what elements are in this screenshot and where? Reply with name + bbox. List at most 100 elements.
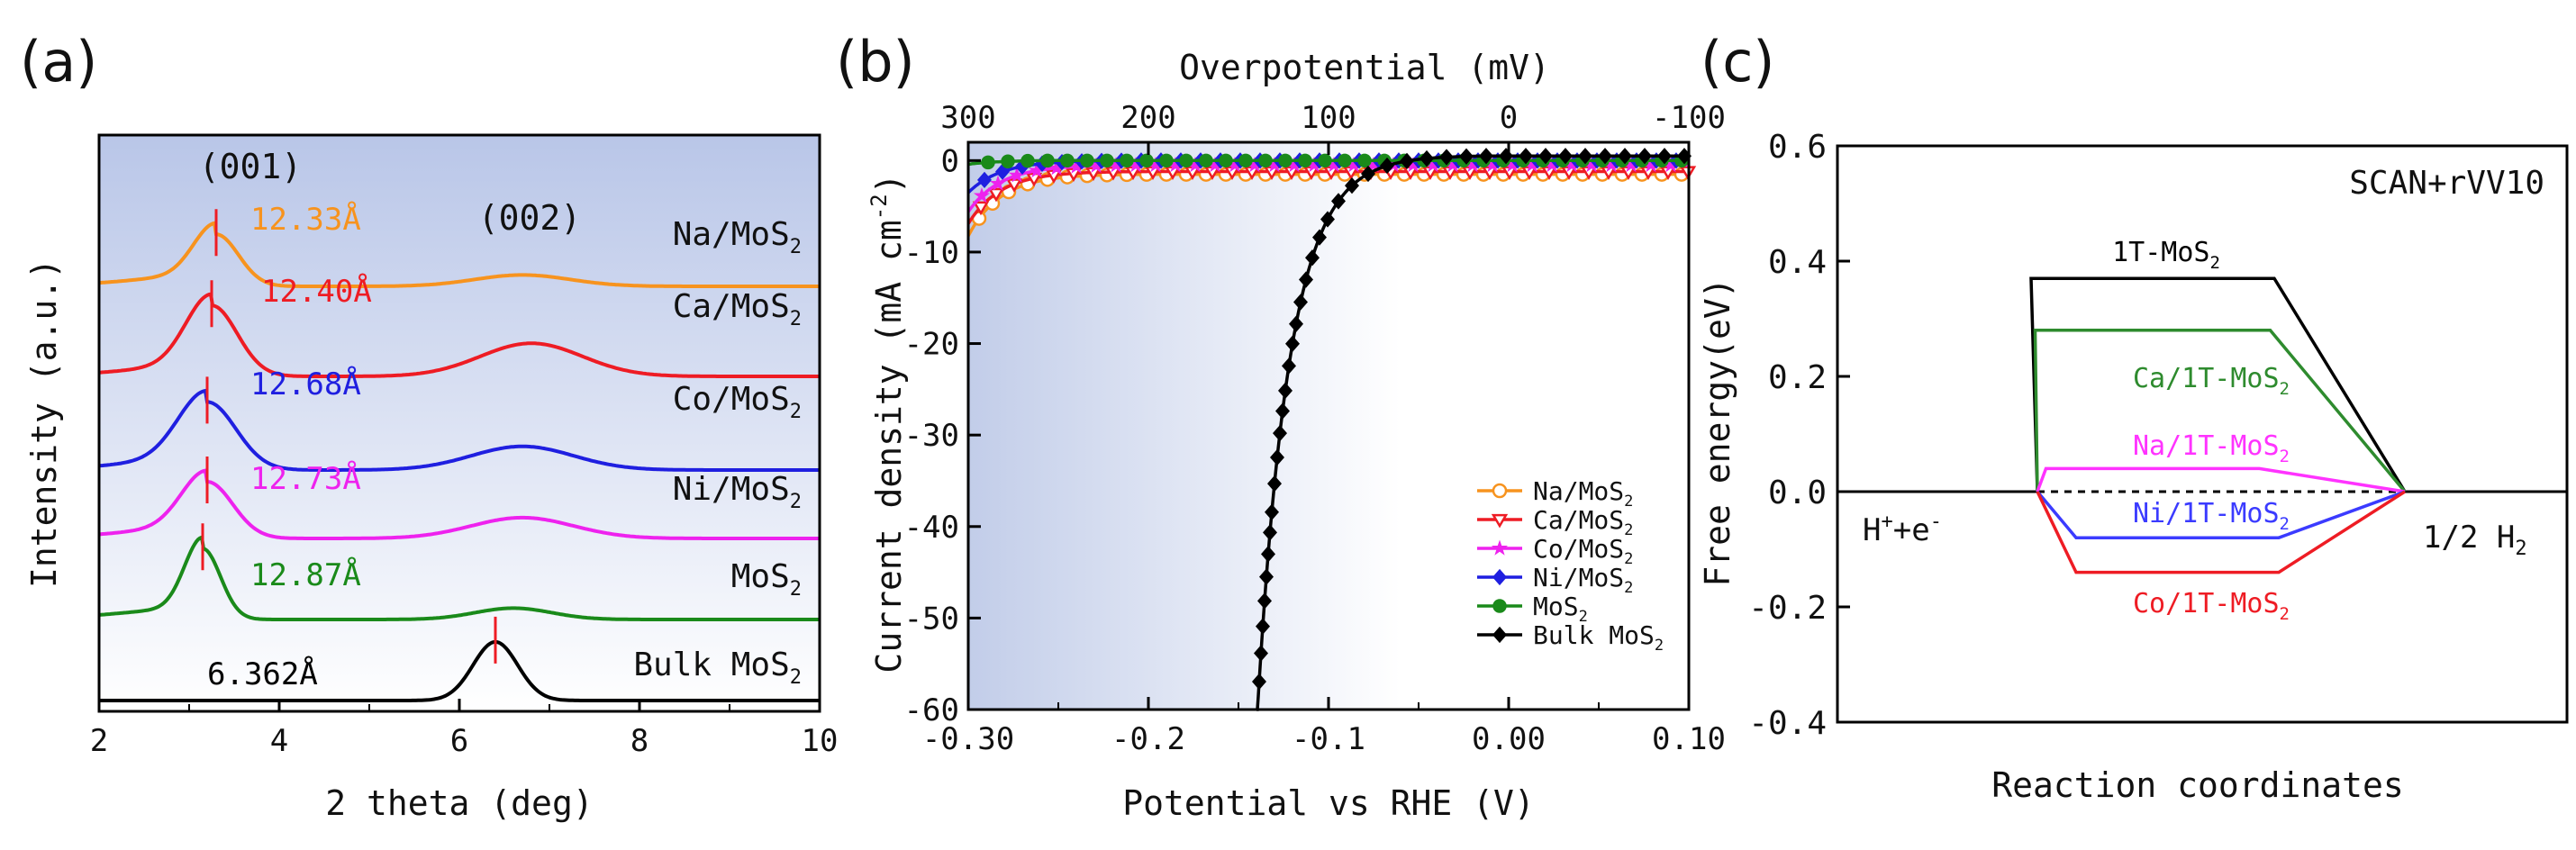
legend-label-4: MoS2 <box>1533 592 1588 626</box>
d-spacing-label-2: 12.68Å <box>250 366 361 402</box>
legend-marker-1 <box>1491 513 1509 529</box>
a-ticks: 2 4 6 8 10 <box>90 699 839 759</box>
peak-label-001: (001) <box>199 147 302 186</box>
lsv-marker-5 <box>1519 148 1533 165</box>
energy-label-0: 1T-MoS2 <box>2112 237 2220 273</box>
lsv-marker-5 <box>1293 294 1308 311</box>
product-label: 1/2 H2 <box>2423 520 2527 560</box>
legend-marker-2 <box>1491 539 1509 556</box>
lsv-marker-4 <box>1001 154 1015 169</box>
xrd-curve-2 <box>98 388 820 472</box>
energy-path-3 <box>2036 490 2406 539</box>
b-xtick-label-2: -0.1 <box>1292 721 1365 757</box>
lsv-marker-5 <box>1312 229 1327 246</box>
series-label-3: Ni/MoS2 <box>673 471 802 513</box>
b-ytick-label-2: -20 <box>904 327 959 363</box>
series-label-5: Bulk MoS2 <box>633 647 802 689</box>
c-ytick-label-1: 0.4 <box>1768 244 1827 281</box>
legend-label-1: Ca/MoS2 <box>1533 505 1633 539</box>
a-labels: 12.33Å Na/MoS2 12.40Å Ca/MoS2 12.68Å Co/MoS2 1… <box>207 201 802 692</box>
b-ytick-label-4: -40 <box>904 510 959 546</box>
lsv-marker-5 <box>1263 524 1277 541</box>
b-xtick-label-3: 0.00 <box>1472 721 1546 757</box>
b-ytick-label-6: -60 <box>904 692 959 728</box>
lsv-marker-4 <box>1139 153 1154 168</box>
energy-path-0 <box>2029 276 2407 493</box>
b-top-xtick-label-3: 0 <box>1500 100 1518 136</box>
legend-marker-5 <box>1492 626 1507 644</box>
b-top-xtick-label-0: 300 <box>940 100 995 136</box>
lsv-marker-2 <box>989 175 1007 191</box>
lsv-marker-5 <box>1267 475 1282 493</box>
b-top-xtick-label-2: 100 <box>1301 100 1356 136</box>
c-ticks: 0.6 0.4 0.2 0.0 -0.2 -0.4 <box>1748 129 1850 742</box>
lsv-marker-5 <box>1361 165 1375 183</box>
lsv-marker-5 <box>1439 149 1454 166</box>
lsv-marker-5 <box>1479 148 1493 165</box>
method-label: SCAN+rVV10 <box>2349 165 2544 202</box>
lsv-marker-5 <box>1273 425 1287 442</box>
lsv-marker-5 <box>1459 148 1474 165</box>
plot-area-b <box>968 142 1689 710</box>
lsv-marker-1 <box>987 187 1005 203</box>
a-xtick-label-4: 10 <box>802 723 839 759</box>
lsv-marker-5 <box>1331 193 1346 210</box>
lsv-marker-5 <box>1578 148 1592 165</box>
lsv-marker-4 <box>1040 153 1055 168</box>
b-curves <box>966 148 1697 711</box>
lsv-marker-4 <box>1100 153 1114 168</box>
b-xtick-label-1: -0.2 <box>1111 721 1185 757</box>
lsv-marker-4 <box>1179 153 1193 168</box>
lsv-marker-5 <box>1270 448 1284 466</box>
lsv-marker-5 <box>1257 592 1272 610</box>
plot-frame-c <box>1836 144 2569 724</box>
xlabel-c: Reaction coordinates <box>1991 765 2404 805</box>
d-spacing-label-0: 12.33Å <box>250 201 361 238</box>
energy-path-1 <box>2033 329 2407 493</box>
xrd-curve-5 <box>99 639 820 702</box>
energy-label-2: Na/1T-MoS2 <box>2133 430 2290 466</box>
a-xtick-label-0: 2 <box>90 723 108 759</box>
d-spacing-label-4: 12.87Å <box>250 556 361 593</box>
series-label-1: Ca/MoS2 <box>673 288 802 330</box>
lsv-marker-3 <box>977 171 992 189</box>
b-ytick-label-1: -10 <box>904 235 959 271</box>
panel-label-c: (c) <box>1701 29 1774 95</box>
lsv-marker-5 <box>1261 546 1275 563</box>
lsv-marker-4 <box>1060 153 1075 168</box>
d-spacing-label-3: 12.73Å <box>250 460 361 497</box>
reactant-label: H++e- <box>1863 511 1942 548</box>
lsv-marker-2 <box>973 186 991 203</box>
c-ytick-label-2: 0.2 <box>1768 359 1827 396</box>
b-top-xtick-label-4: -100 <box>1652 100 1726 136</box>
lsv-marker-4 <box>1159 153 1174 168</box>
lsv-marker-5 <box>1289 315 1303 332</box>
b-ytick-label-0: 0 <box>941 143 959 179</box>
lsv-marker-4 <box>1120 153 1134 168</box>
d-spacing-label-1: 12.40Å <box>261 273 372 310</box>
lsv-marker-5 <box>1558 148 1573 165</box>
lsv-marker-4 <box>1338 153 1352 168</box>
series-label-4: MoS2 <box>731 558 802 601</box>
legend-marker-4 <box>1492 599 1507 613</box>
ylabel-a: Intensity (a.u.) <box>24 258 64 588</box>
series-label-2: Co/MoS2 <box>673 381 802 423</box>
lsv-marker-5 <box>1285 335 1300 352</box>
lsv-marker-5 <box>1254 645 1268 662</box>
energy-label-1: Ca/1T-MoS2 <box>2133 363 2290 399</box>
legend-label-2: Co/MoS2 <box>1533 534 1633 568</box>
c-ytick-label-4: -0.2 <box>1748 590 1827 627</box>
lsv-marker-5 <box>1618 148 1632 165</box>
ylabel-b: Current density (mA cm-2) <box>866 173 909 673</box>
lsv-marker-5 <box>1538 148 1553 165</box>
lsv-marker-4 <box>981 155 995 170</box>
lsv-marker-5 <box>1252 673 1266 691</box>
ylabel-b-group: Current density (mA cm-2) <box>866 173 909 673</box>
lsv-marker-5 <box>1400 152 1414 170</box>
lsv-marker-5 <box>1345 177 1359 194</box>
lsv-marker-4 <box>1318 153 1332 168</box>
legend-label-3: Ni/MoS2 <box>1533 563 1633 597</box>
